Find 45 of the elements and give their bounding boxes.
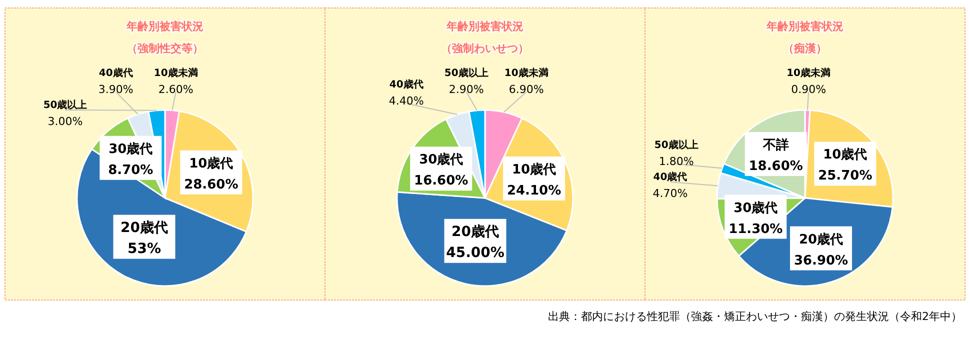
slice-label: 40歳代 bbox=[98, 67, 133, 79]
data-label: 4.70% bbox=[652, 186, 688, 200]
chart-subtitle: （強制性交等） bbox=[126, 42, 204, 55]
slice-label: 50歳以上 bbox=[444, 67, 488, 79]
slice-label: 50歳以上 bbox=[654, 138, 698, 151]
slice-label: 10歳未満 bbox=[154, 67, 198, 79]
data-label: 0.90% bbox=[791, 83, 826, 96]
slice-label: 不詳 bbox=[762, 136, 789, 153]
data-label: 36.90% bbox=[794, 253, 848, 268]
data-label: 11.30% bbox=[728, 222, 783, 237]
slice-label: 10歳代 bbox=[189, 156, 234, 172]
data-label: 3.00% bbox=[48, 115, 83, 128]
slice-label: 10歳代 bbox=[823, 148, 868, 163]
data-label: 28.60% bbox=[184, 177, 238, 192]
slice-label: 10歳未満 bbox=[504, 67, 548, 79]
slice-label: 40歳代 bbox=[653, 170, 688, 183]
data-label: 25.70% bbox=[818, 168, 872, 184]
chart-title: 年齢別被害状況 bbox=[766, 20, 844, 33]
slice-label: 50歳以上 bbox=[43, 99, 88, 111]
slice-label: 10歳代 bbox=[512, 162, 556, 178]
data-label: 6.90% bbox=[508, 83, 544, 96]
data-label: 45.00% bbox=[446, 244, 504, 261]
slice-label: 40歳代 bbox=[389, 78, 424, 90]
chart-subtitle: （痴漢） bbox=[783, 42, 827, 55]
slice-label: 20歳代 bbox=[120, 220, 168, 236]
slice-label: 30歳代 bbox=[734, 200, 778, 216]
data-label: 24.10% bbox=[506, 183, 562, 198]
source-note: 出典：都内における性犯罪（強姦・矯正わいせつ・痴漢）の発生状況（令和2年中） bbox=[548, 310, 962, 323]
data-label: 2.90% bbox=[448, 83, 484, 96]
slice-label: 20歳代 bbox=[798, 232, 844, 248]
data-label: 16.60% bbox=[414, 174, 468, 189]
slice-label: 10歳未満 bbox=[786, 67, 831, 79]
chart-subtitle: （強制わいせつ） bbox=[441, 42, 529, 55]
data-label: 3.90% bbox=[98, 83, 134, 96]
data-label: 2.60% bbox=[158, 83, 194, 96]
chart-title: 年齢別被害状況 bbox=[446, 20, 524, 33]
data-label: 18.60% bbox=[748, 158, 803, 174]
data-label: 53% bbox=[127, 240, 162, 257]
data-label: 4.40% bbox=[388, 94, 424, 108]
slice-label: 30歳代 bbox=[108, 142, 153, 157]
data-label: 1.80% bbox=[658, 154, 694, 168]
slice-label: 30歳代 bbox=[419, 152, 464, 168]
slice-label: 20歳代 bbox=[452, 224, 499, 240]
data-label: 8.70% bbox=[108, 162, 154, 178]
chart-title: 年齢別被害状況 bbox=[126, 20, 204, 33]
